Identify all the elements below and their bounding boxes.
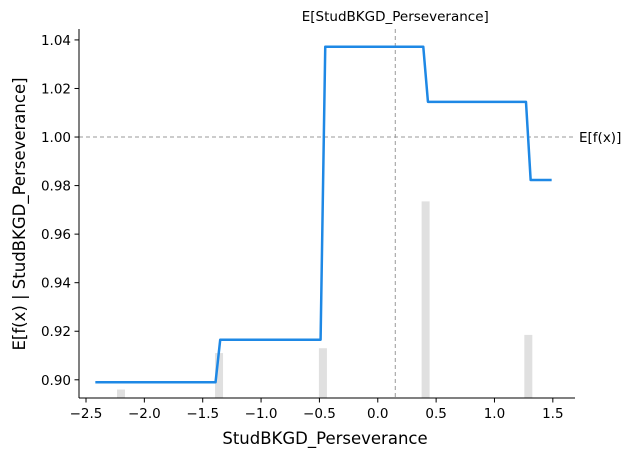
x-tick-label: 0.0: [367, 406, 388, 422]
dependence-line: [95, 45, 552, 384]
y-tick-label: 0.94: [41, 276, 71, 292]
x-tick-label: 0.5: [425, 406, 446, 422]
histogram-bar: [318, 348, 327, 398]
y-tick-label: 0.98: [41, 179, 71, 195]
y-tick-label: 1.04: [41, 33, 71, 49]
expected-output-label: E[f(x)]: [579, 130, 621, 146]
feature-histogram: [117, 201, 533, 398]
x-tick-label: 1.0: [484, 406, 505, 422]
y-tick-label: 1.02: [41, 81, 71, 97]
histogram-bar: [117, 389, 126, 398]
x-tick-label: −1.0: [245, 406, 278, 422]
x-tick-label: −0.5: [303, 406, 336, 422]
dependence-line-layer: [95, 45, 552, 384]
y-tick-label: 0.92: [41, 324, 71, 340]
x-tick-label: 1.5: [542, 406, 563, 422]
x-axis-title: StudBKGD_Perseverance: [222, 429, 427, 449]
x-tick-label: −2.0: [128, 406, 161, 422]
histogram-bar: [215, 353, 224, 398]
reference-lines: [79, 29, 575, 398]
y-axis-title: E[f(x) | StudBKGD_Perseverance]: [10, 77, 30, 350]
x-tick-label: −2.5: [70, 406, 103, 422]
expected-feature-label: E[StudBKGD_Perseverance]: [302, 9, 489, 25]
y-tick-label: 0.96: [41, 227, 71, 243]
axes: −2.5 −2.0 −1.5 −1.0 −0.5 0.0 0.5 1.0 1.5 0.90 0.92…: [41, 29, 575, 422]
histogram-bar: [524, 334, 533, 398]
histogram-bar: [421, 201, 430, 398]
y-tick-label: 0.90: [41, 373, 71, 389]
x-tick-label: −1.5: [186, 406, 219, 422]
y-tick-label: 1.00: [41, 130, 71, 146]
